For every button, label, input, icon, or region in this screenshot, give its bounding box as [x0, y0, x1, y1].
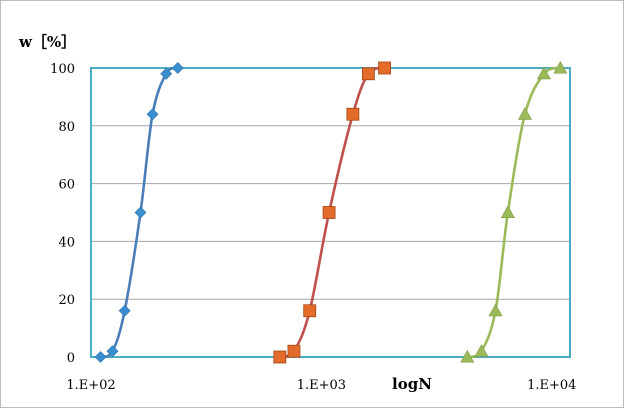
- series-2-point-6: [362, 67, 375, 81]
- y-tick-labels: 0 20 40 60 80 100: [50, 62, 75, 366]
- series-3-point-5: [517, 107, 532, 120]
- series-1-point-1: [94, 351, 107, 363]
- series-3-point-2: [474, 344, 489, 357]
- series-3-point-6: [536, 66, 551, 80]
- series-2-point-7: [378, 61, 391, 75]
- series-3-point-7: [553, 60, 568, 74]
- series-1-point-7: [171, 62, 184, 74]
- series-3-point-4: [500, 205, 515, 218]
- y-tick-label-40: 40: [58, 235, 75, 250]
- series-layer: [94, 60, 568, 364]
- series-1-point-6: [160, 67, 173, 80]
- x-tick-label-1.E+02: 1.E+02: [66, 378, 115, 393]
- series-2-point-4: [322, 206, 336, 219]
- x-tick-labels: 1.E+02 1.E+03 1.E+04: [66, 378, 576, 393]
- series-1-point-5: [146, 108, 159, 121]
- series-3-point-3: [488, 303, 503, 317]
- series-1-point-3: [118, 304, 131, 317]
- y-axis-title: w［%］: [18, 33, 76, 51]
- series-2-point-2: [287, 344, 301, 358]
- series-2-point-1: [273, 350, 287, 364]
- x-tick-label-1.E+04: 1.E+04: [527, 378, 576, 393]
- y-tick-label-0: 0: [67, 351, 75, 366]
- y-tick-label-20: 20: [58, 293, 75, 308]
- x-tick-label-1.E+03: 1.E+03: [297, 378, 346, 393]
- y-tick-label-80: 80: [58, 120, 75, 135]
- plot-border: [90, 67, 571, 358]
- series-1-point-2: [106, 345, 119, 358]
- x-axis-title: logN: [392, 375, 432, 393]
- series-2-point-3: [303, 304, 317, 318]
- series-2-point-5: [346, 107, 360, 121]
- series-3-point-1: [460, 349, 475, 363]
- y-tick-label-100: 100: [50, 62, 75, 77]
- series-1-point-4: [134, 206, 147, 219]
- y-tick-label-60: 60: [58, 178, 75, 193]
